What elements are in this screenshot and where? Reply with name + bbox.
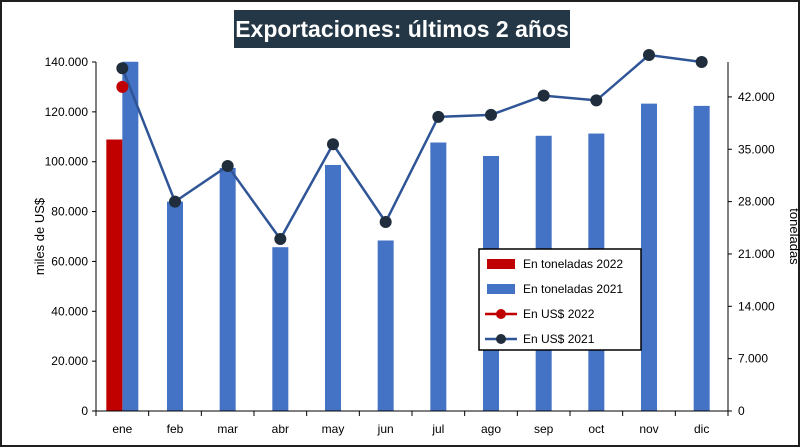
bar-toneladas-2021-feb	[167, 201, 183, 411]
x-tick-label-abr: abr	[272, 422, 289, 436]
point-us-2021-oct	[590, 94, 603, 107]
legend-marker-4	[496, 334, 506, 344]
point-us-2021-dic	[695, 56, 708, 68]
bar-toneladas-2021-abr	[272, 247, 289, 411]
y-left-tick-label: 40.000	[51, 304, 88, 318]
y-right-tick-label: 35.000	[738, 142, 775, 156]
bar-toneladas-2022-ene	[106, 139, 123, 411]
point-us-2021-nov	[643, 49, 655, 62]
bar-toneladas-2021-jun	[377, 240, 394, 411]
y-left-tick-label: 20.000	[51, 354, 88, 368]
x-tick-label-jun: jun	[377, 422, 394, 436]
y-right-tick-label: 0	[738, 404, 745, 418]
point-us-2021-ene	[116, 62, 129, 75]
chart-title: Exportaciones: últimos 2 años	[234, 10, 570, 48]
point-us-2021-may	[327, 138, 339, 151]
legend-swatch-1	[487, 259, 515, 269]
bar-toneladas-2021-jul	[430, 142, 447, 412]
x-tick-label-mar: mar	[217, 422, 238, 436]
bar-toneladas-2021-mar	[219, 167, 236, 411]
legend-label-1: En toneladas 2022	[523, 257, 623, 271]
x-tick-label-ene: ene	[112, 422, 132, 436]
x-tick-label-dic: dic	[694, 422, 709, 436]
point-us-2021-ago	[485, 108, 497, 121]
y-right-tick-label: 42.000	[738, 90, 775, 104]
line-us-2021	[121, 53, 702, 242]
legend-marker-3	[496, 309, 506, 319]
y-left-tick-label: 100.000	[45, 155, 89, 169]
y-right-tick-label: 14.000	[738, 299, 775, 313]
plot-area	[96, 62, 728, 411]
point-us-2021-sep	[537, 89, 550, 102]
y-left-tick-label: 140.000	[45, 55, 89, 69]
x-tick-label-jul: jul	[431, 422, 444, 436]
x-tick-label-feb: feb	[167, 422, 184, 436]
legend-label-3: En US$ 2022	[523, 307, 595, 321]
y-right-tick-label: 28.000	[738, 195, 775, 209]
y-right-tick-label: 7.000	[738, 352, 768, 366]
x-tick-label-oct: oct	[588, 422, 605, 436]
point-us-2021-mar	[221, 159, 234, 172]
point-us-2022-ene	[116, 80, 129, 93]
legend-label-2: En toneladas 2021	[523, 282, 623, 296]
y-right-axis-title: toneladas	[787, 208, 800, 265]
legend-label-4: En US$ 2021	[523, 332, 595, 346]
bar-toneladas-2021-dic	[693, 105, 710, 412]
point-us-2021-jul	[432, 110, 445, 123]
y-left-axis-title: miles de US$	[32, 197, 47, 275]
x-tick-label-ago: ago	[481, 422, 501, 436]
point-us-2021-jun	[379, 216, 392, 229]
y-left-tick-label: 60.000	[51, 254, 88, 268]
bar-toneladas-2021-may	[325, 164, 341, 411]
point-us-2021-feb	[169, 195, 181, 208]
y-left-tick-label: 120.000	[45, 105, 89, 119]
x-tick-label-may: may	[322, 422, 345, 436]
x-tick-label-sep: sep	[534, 422, 554, 436]
point-us-2021-abr	[274, 232, 287, 245]
x-tick-label-nov: nov	[639, 422, 658, 436]
bar-toneladas-2021-nov	[641, 103, 657, 411]
legend-swatch-2	[487, 284, 515, 294]
y-left-tick-label: 80.000	[51, 205, 88, 219]
bar-toneladas-2021-ene	[122, 61, 139, 412]
y-left-tick-label: 0	[81, 404, 88, 418]
y-right-tick-label: 21.000	[738, 247, 775, 261]
